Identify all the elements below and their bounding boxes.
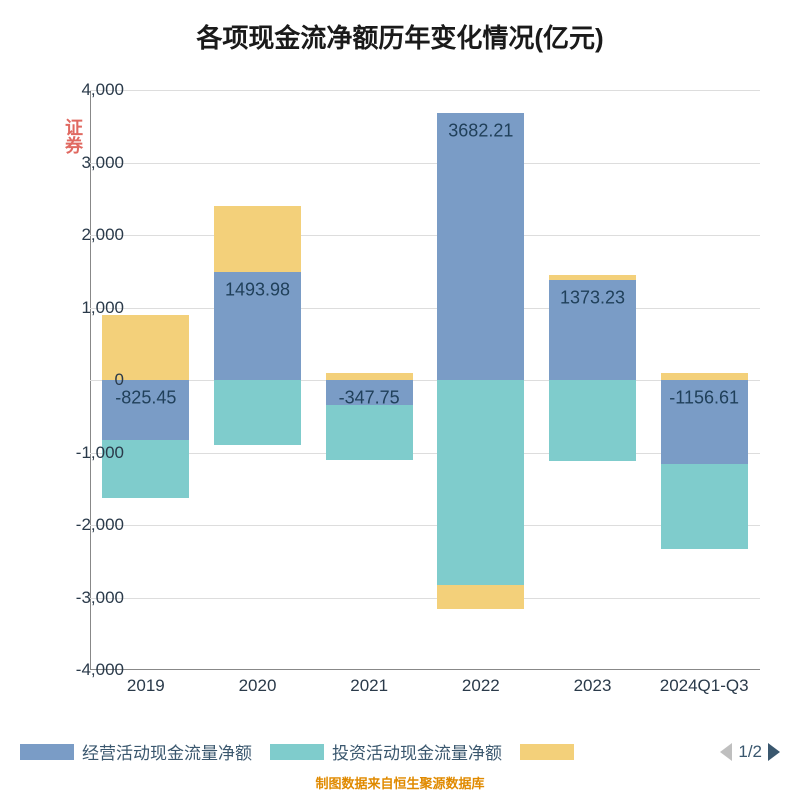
- bar-investing: [214, 380, 301, 445]
- legend-label-operating: 经营活动现金流量净额: [82, 739, 252, 764]
- bar-value-label: 1493.98: [225, 279, 290, 300]
- x-tick-label: 2024Q1-Q3: [660, 676, 749, 696]
- legend-pager: 1/2: [720, 742, 780, 762]
- bar-financing: [214, 206, 301, 271]
- gridline: [90, 90, 760, 91]
- gridline: [90, 308, 760, 309]
- chart-title: 各项现金流净额历年变化情况(亿元): [0, 0, 800, 55]
- x-tick-label: 2021: [350, 676, 388, 696]
- x-tick-label: 2023: [574, 676, 612, 696]
- plot-area: -825.45 1493.98 -347.75 3682.21 1373.23 -1156…: [90, 90, 760, 670]
- y-tick-label: 1,000: [81, 298, 124, 318]
- bar-value-label: -347.75: [339, 388, 400, 409]
- pager-prev-icon[interactable]: [720, 743, 732, 761]
- y-tick-label: 4,000: [81, 80, 124, 100]
- bar-financing: [549, 275, 636, 281]
- y-tick-label: 3,000: [81, 153, 124, 173]
- legend-item-investing: 投资活动现金流量净额: [270, 739, 502, 764]
- y-tick-label: 0: [115, 370, 124, 390]
- x-tick-label: 2020: [239, 676, 277, 696]
- bar-investing: [326, 405, 413, 459]
- bar-investing: [549, 380, 636, 461]
- legend-item-operating: 经营活动现金流量净额: [20, 739, 252, 764]
- gridline: [90, 453, 760, 454]
- legend-swatch-operating: [20, 744, 74, 760]
- chart-container: 各项现金流净额历年变化情况(亿元) 证券 -825.45 1493.98 -347.…: [0, 0, 800, 800]
- bar-financing: [326, 373, 413, 380]
- bar-financing: [661, 373, 748, 380]
- watermark: 证券: [60, 118, 86, 154]
- bar-investing: [437, 380, 524, 585]
- bar-value-label: -825.45: [115, 388, 176, 409]
- bar-value-label: 1373.23: [560, 288, 625, 309]
- pager-text: 1/2: [738, 742, 762, 762]
- gridline: [90, 235, 760, 236]
- y-tick-label: -4,000: [76, 660, 124, 680]
- footer-note: 制图数据来自恒生聚源数据库: [0, 773, 800, 792]
- legend-swatch-investing: [270, 744, 324, 760]
- legend: 经营活动现金流量净额 投资活动现金流量净额 1/2: [0, 739, 800, 764]
- y-tick-label: 2,000: [81, 225, 124, 245]
- gridline: [90, 525, 760, 526]
- y-tick-label: -2,000: [76, 515, 124, 535]
- y-tick-label: -3,000: [76, 588, 124, 608]
- legend-swatch-financing: [520, 744, 574, 760]
- x-tick-label: 2019: [127, 676, 165, 696]
- bar-investing: [661, 464, 748, 550]
- gridline: [90, 598, 760, 599]
- bar-financing: [437, 585, 524, 609]
- y-tick-label: -1,000: [76, 443, 124, 463]
- bar-value-label: -1156.61: [669, 388, 739, 409]
- x-tick-label: 2022: [462, 676, 500, 696]
- legend-item-financing: [520, 744, 574, 760]
- zero-line: [90, 380, 760, 381]
- bar-value-label: 3682.21: [448, 121, 513, 142]
- legend-label-investing: 投资活动现金流量净额: [332, 739, 502, 764]
- gridline: [90, 163, 760, 164]
- gridline: [90, 670, 760, 671]
- bar-operating: [437, 113, 524, 380]
- pager-next-icon[interactable]: [768, 743, 780, 761]
